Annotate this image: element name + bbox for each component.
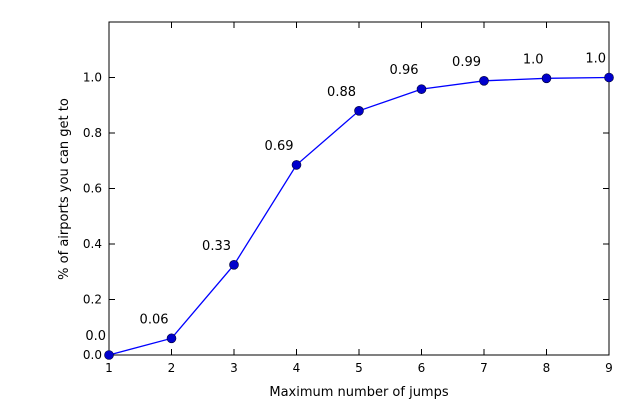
x-tick-label: 1	[105, 361, 113, 375]
data-label: 0.96	[390, 63, 419, 78]
data-point	[229, 260, 239, 270]
y-tick-label: 1.0	[83, 71, 102, 85]
x-tick-label: 8	[543, 361, 551, 375]
series-layer	[104, 72, 614, 360]
data-point	[604, 72, 614, 83]
data-label: 0.88	[327, 85, 356, 100]
data-label: 0.06	[140, 312, 169, 327]
y-tick-label: 0.4	[83, 237, 102, 251]
plot-area	[108, 21, 610, 356]
data-label: 0.99	[452, 55, 481, 70]
x-axis-title: Maximum number of jumps	[269, 385, 448, 400]
x-tick-label: 6	[418, 361, 426, 375]
axis-ticks: 1 2 3 4 5 6 7 8 9 0.0 0.2 0.4 0.6 0.8 1.0	[83, 22, 613, 375]
x-tick-label: 4	[293, 361, 301, 375]
data-label: 0.33	[202, 239, 231, 254]
x-tick-label: 5	[355, 361, 363, 375]
data-label: 0.69	[265, 139, 294, 154]
y-tick-label: 0.6	[83, 182, 102, 196]
data-point	[166, 333, 177, 344]
data-point	[104, 350, 114, 360]
data-label: 1.0	[523, 52, 544, 67]
x-tick-label: 7	[480, 361, 488, 375]
x-tick-label: 3	[230, 361, 238, 375]
data-point	[291, 160, 302, 170]
y-tick-label: 0.8	[83, 126, 102, 140]
data-label: 0.0	[85, 329, 106, 344]
x-tick-label: 9	[605, 361, 613, 375]
data-point	[354, 106, 364, 116]
data-point	[479, 76, 489, 86]
y-axis-title: % of airports you can get to	[57, 98, 72, 280]
y-tick-label: 0.0	[83, 348, 102, 362]
data-labels: 0.0 0.06 0.33 0.69 0.88 0.96 0.99 1.0 1.0	[85, 52, 606, 345]
data-point	[541, 73, 552, 84]
data-point	[416, 84, 427, 94]
y-tick-label: 0.2	[83, 293, 102, 307]
x-tick-label: 2	[168, 361, 176, 375]
data-label: 1.0	[585, 52, 606, 67]
